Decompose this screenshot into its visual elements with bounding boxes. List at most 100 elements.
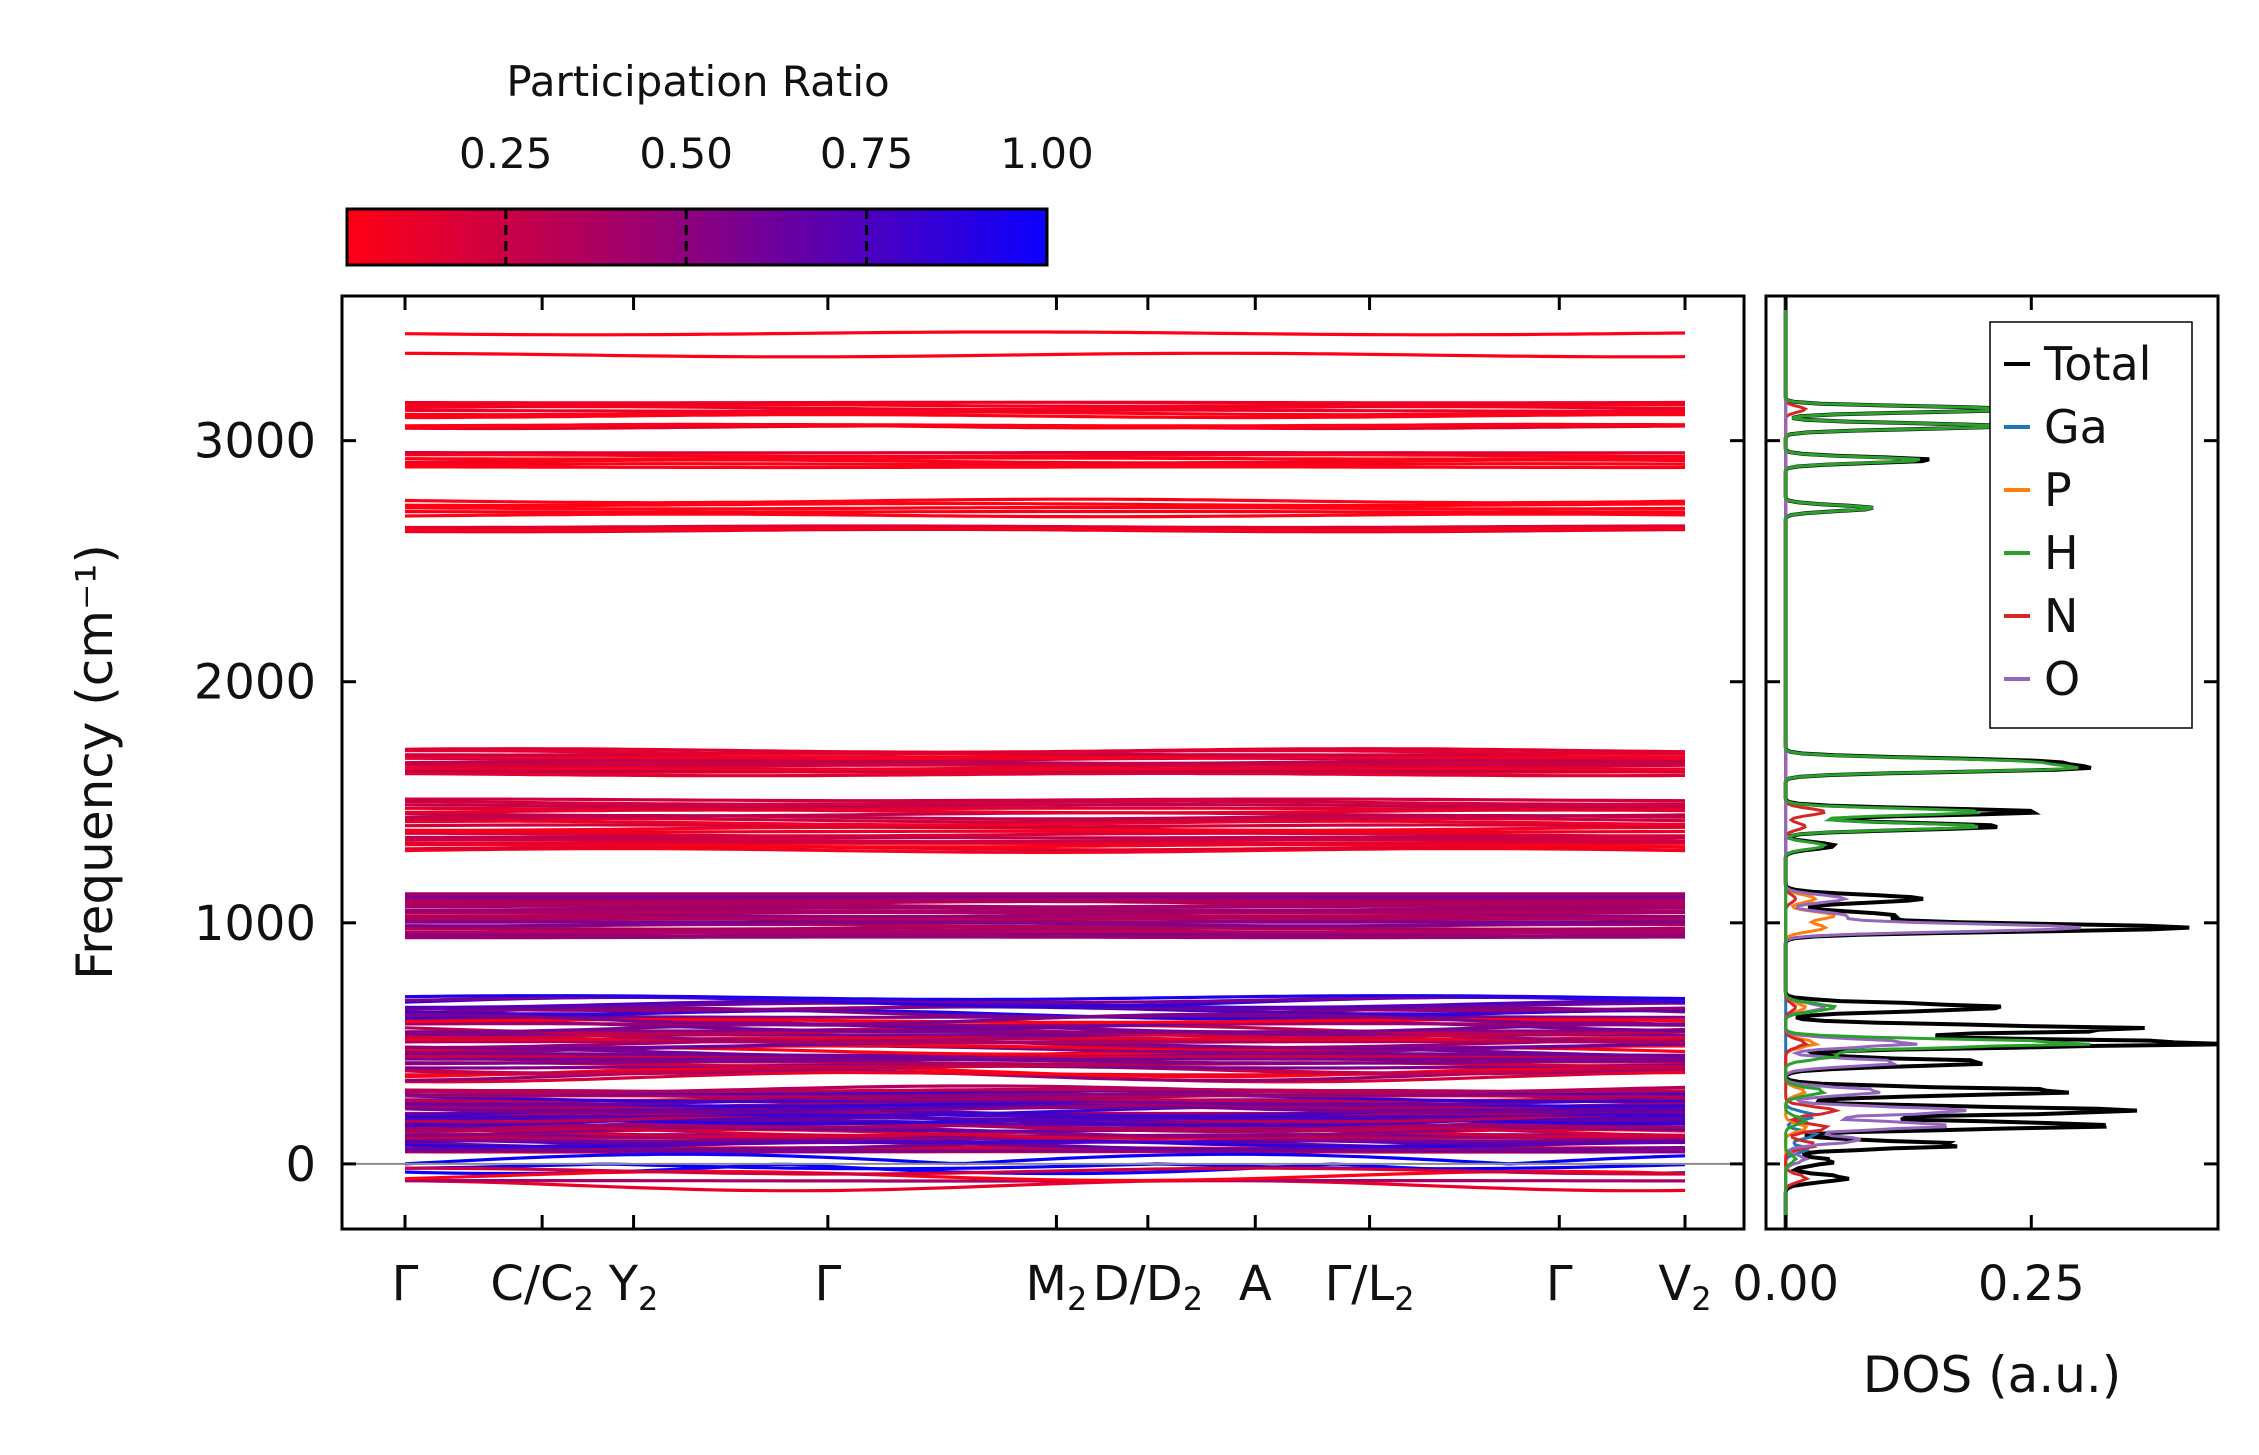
legend-label-h: H (2044, 526, 2079, 580)
band-line (404, 799, 1686, 806)
colorbar-title: Participation Ratio (506, 57, 889, 106)
band-line (405, 797, 1686, 803)
legend-label-o: O (2044, 652, 2080, 706)
band-line (405, 1166, 1685, 1176)
band-line (405, 916, 1686, 921)
band-line (404, 505, 1686, 511)
band-x-tick-label: D/D2 (1093, 1256, 1203, 1318)
band-line (405, 835, 1685, 840)
band-x-tick-label: Γ (392, 1256, 419, 1312)
legend-label-p: P (2044, 463, 2072, 517)
band-line (404, 994, 1686, 1002)
band-line (404, 847, 1686, 854)
band-line (404, 1152, 1686, 1166)
band-line (405, 831, 1685, 838)
band-line (405, 1022, 1685, 1027)
colorbar-tick-labels: 0.25 0.50 0.75 1.00 (459, 129, 1094, 178)
dos-x-tick-label: 0.25 (1978, 1256, 2085, 1312)
legend-label-ga: Ga (2044, 400, 2108, 454)
band-line (404, 410, 1686, 417)
colorbar-gradient (345, 207, 1049, 267)
band-y-tick-label: 1000 (194, 896, 316, 952)
dos-x-tick-label: 0.00 (1732, 1256, 1839, 1312)
colorbar: Participation Ratio 0.25 0.50 0.75 1.00 (345, 57, 1094, 267)
band-line (405, 456, 1685, 461)
band-line (405, 413, 1685, 420)
band-x-tick-label: Γ (1546, 1256, 1573, 1312)
band-x-tick-label: Γ/L2 (1325, 1256, 1415, 1318)
band-line (404, 829, 1685, 834)
band-line (404, 823, 1686, 829)
dos-axes-frame (1764, 294, 2220, 1231)
band-y-tick-labels: 0 1000 2000 3000 (194, 414, 316, 1193)
band-line (404, 1084, 1686, 1094)
band-line (404, 405, 1686, 411)
band-x-tick-label: M2 (1026, 1256, 1088, 1318)
band-line (405, 838, 1685, 844)
band-x-tick-label: A (1239, 1256, 1272, 1312)
band-x-ticks (403, 296, 1687, 1229)
band-line (405, 465, 1686, 470)
band-line (404, 526, 1686, 532)
band-lines (404, 330, 1686, 1193)
dos-x-axis-label: DOS (a.u.) (1863, 1346, 2122, 1404)
colorbar-tick-label: 0.25 (459, 129, 553, 178)
band-line (404, 1115, 1686, 1122)
band-line (404, 1037, 1686, 1044)
dos-series-lines (1783, 296, 2218, 1229)
band-line (405, 400, 1685, 405)
band-line (404, 402, 1686, 408)
band-x-tick-labels: Γ C/C2 Y2 Γ M2 D/D2 A Γ/L2 Γ V2 (392, 1256, 1712, 1318)
band-y-tick-label: 2000 (194, 655, 316, 711)
legend-box (1989, 321, 2193, 729)
band-y-ticks (342, 439, 2218, 1166)
band-line (405, 766, 1686, 772)
legend-label-total: Total (2043, 337, 2151, 391)
band-line (404, 1178, 1686, 1193)
band-line (404, 1137, 1686, 1149)
band-line (404, 501, 1686, 508)
band-line (405, 770, 1685, 776)
band-line (404, 497, 1686, 505)
colorbar-tick-label: 0.50 (639, 129, 733, 178)
band-line (404, 330, 1686, 337)
band-line (404, 1065, 1686, 1079)
band-x-tick-label: C/C2 (490, 1256, 594, 1318)
band-line (404, 423, 1685, 428)
band-line (404, 1012, 1686, 1026)
dos-x-tick-labels: 0.00 0.25 (1732, 1256, 2085, 1312)
band-line (404, 747, 1686, 754)
band-line (404, 819, 1686, 827)
band-y-tick-label: 3000 (194, 414, 316, 470)
band-x-tick-label: Y2 (608, 1256, 659, 1318)
dos-ticks (1784, 296, 2033, 1229)
band-line (404, 842, 1686, 849)
band-line (404, 351, 1686, 359)
band-line (405, 524, 1685, 530)
band-line (405, 509, 1686, 514)
band-x-tick-label: Γ (814, 1256, 841, 1312)
band-line (404, 462, 1686, 467)
band-line (405, 806, 1685, 811)
band-line (405, 929, 1686, 934)
band-x-tick-label: V2 (1658, 1256, 1711, 1318)
band-line (404, 1029, 1686, 1034)
dos-line-h (1784, 296, 2091, 1229)
band-y-axis-label: Frequency (cm⁻¹) (66, 544, 124, 980)
band-axes-frame (340, 294, 1746, 1231)
band-line (404, 512, 1686, 519)
band-y-tick-label: 0 (285, 1137, 316, 1193)
legend-label-n: N (2044, 589, 2078, 643)
band-line (404, 816, 1686, 824)
band-line (405, 840, 1685, 846)
band-line (405, 453, 1685, 458)
colorbar-tick-label: 1.00 (1000, 129, 1094, 178)
band-structure-panel: Γ C/C2 Y2 Γ M2 D/D2 A Γ/L2 Γ V2 0 1000 2000 3000 Fre… (66, 294, 2218, 1318)
band-line (404, 803, 1685, 809)
colorbar-tick-label: 0.75 (820, 129, 914, 178)
colorbar-ticks (504, 209, 869, 265)
